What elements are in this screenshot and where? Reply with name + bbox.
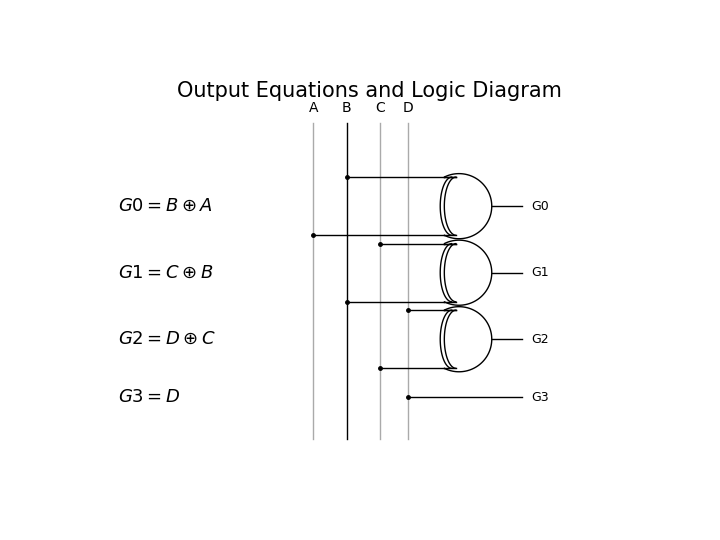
Text: $G2 = D\oplus C$: $G2 = D\oplus C$ <box>118 330 216 348</box>
Text: A: A <box>308 100 318 114</box>
Text: $G0 = B\oplus A$: $G0 = B\oplus A$ <box>118 197 213 215</box>
Text: Output Equations and Logic Diagram: Output Equations and Logic Diagram <box>176 82 562 102</box>
Text: G1: G1 <box>531 266 549 279</box>
Text: D: D <box>402 100 413 114</box>
Text: $G1 = C\oplus B$: $G1 = C\oplus B$ <box>118 264 213 282</box>
Text: G0: G0 <box>531 200 549 213</box>
Text: C: C <box>375 100 385 114</box>
Text: $G3 = D$: $G3 = D$ <box>118 388 181 407</box>
Text: B: B <box>342 100 351 114</box>
Text: G2: G2 <box>531 333 549 346</box>
Text: G3: G3 <box>531 391 549 404</box>
